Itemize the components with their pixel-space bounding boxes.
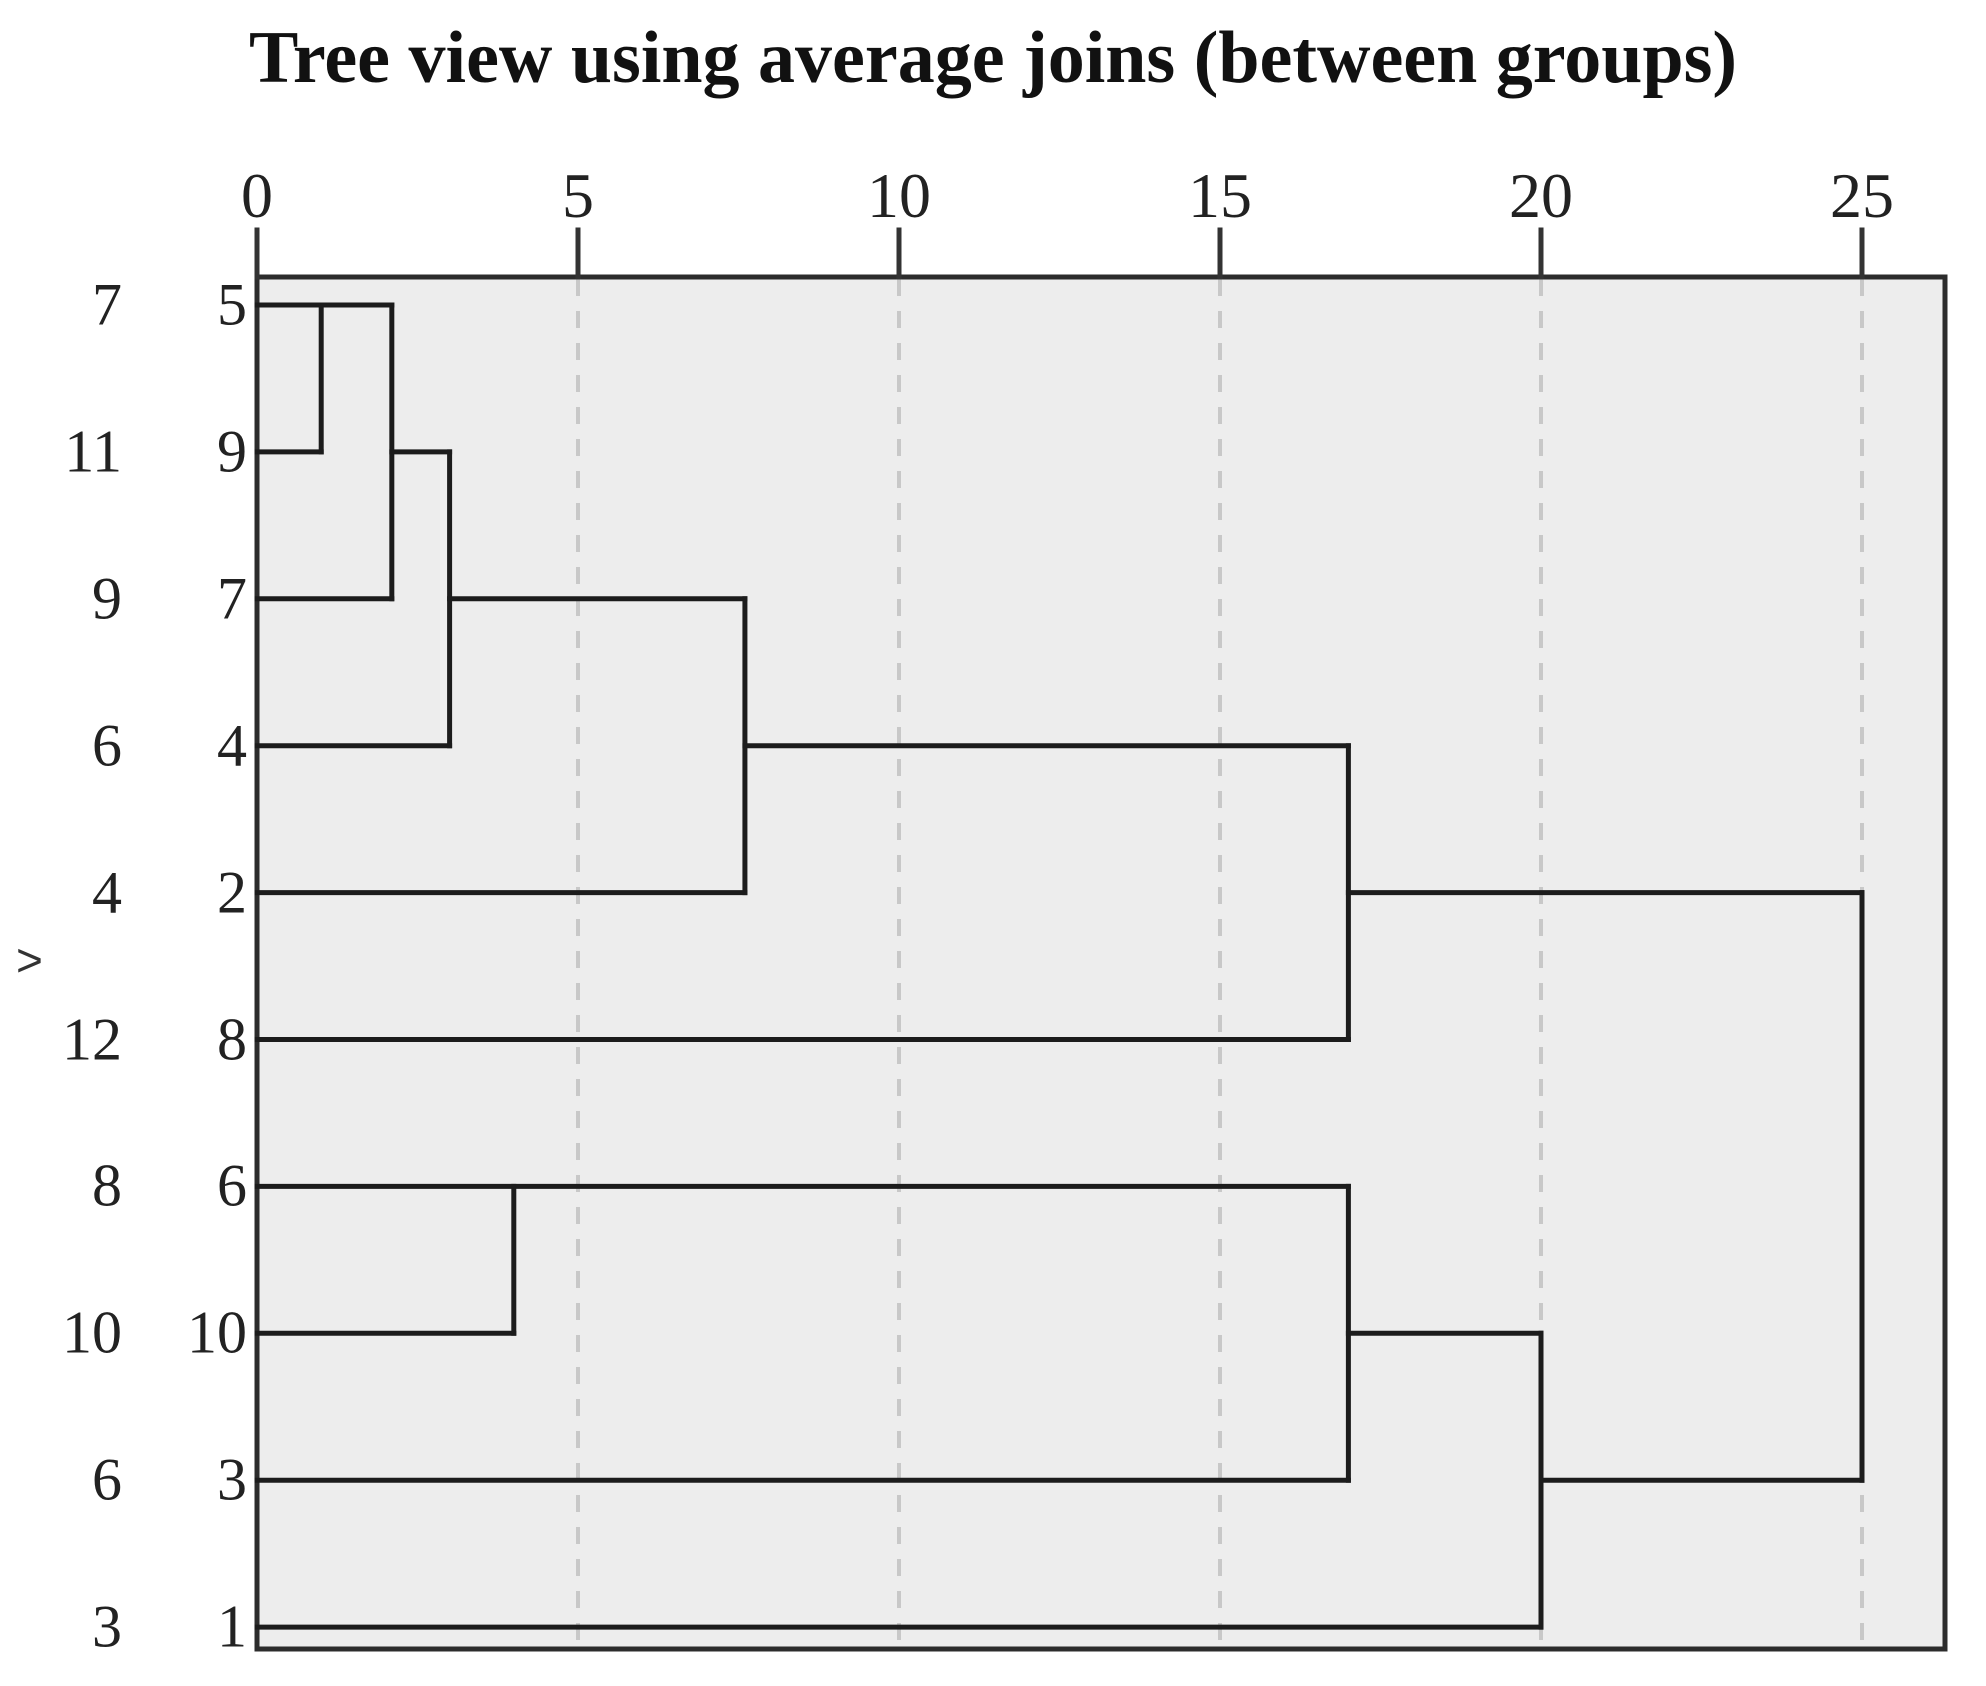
leaf-inner-label: 4 (217, 712, 247, 779)
leaf-outer-label: 6 (92, 712, 122, 779)
leaf-inner-label: 5 (217, 271, 247, 338)
axis-tick-label: 10 (867, 160, 931, 231)
leaf-inner-label: 9 (217, 418, 247, 485)
leaf-outer-label: 12 (62, 1006, 122, 1072)
leaf-inner-label: 10 (187, 1299, 247, 1366)
leaf-outer-label: 9 (92, 565, 122, 632)
axis-tick-label: 0 (241, 160, 273, 231)
row-marker-chevron: > (16, 934, 43, 986)
leaf-outer-label: 10 (62, 1299, 122, 1366)
leaf-outer-label: 6 (92, 1446, 122, 1513)
leaf-inner-label: 3 (217, 1446, 247, 1513)
leaf-outer-label: 4 (92, 859, 122, 926)
leaf-outer-label: 8 (92, 1152, 122, 1219)
axis-tick-label: 5 (562, 160, 594, 231)
axis-tick-label: 25 (1830, 160, 1894, 231)
axis-tick-label: 15 (1188, 160, 1252, 231)
leaf-outer-label: 3 (92, 1593, 122, 1660)
leaf-outer-label: 11 (64, 418, 122, 485)
leaf-inner-label: 2 (217, 859, 247, 926)
chart-title: Tree view using average joins (between g… (248, 17, 1738, 99)
leaf-inner-label: 1 (217, 1593, 247, 1660)
leaf-inner-label: 8 (217, 1006, 247, 1072)
leaf-inner-label: 7 (217, 565, 247, 632)
leaf-outer-label: 7 (92, 271, 122, 338)
axis-tick-label: 20 (1509, 160, 1573, 231)
leaf-inner-label: 6 (217, 1152, 247, 1219)
plot-area (254, 274, 1948, 1652)
